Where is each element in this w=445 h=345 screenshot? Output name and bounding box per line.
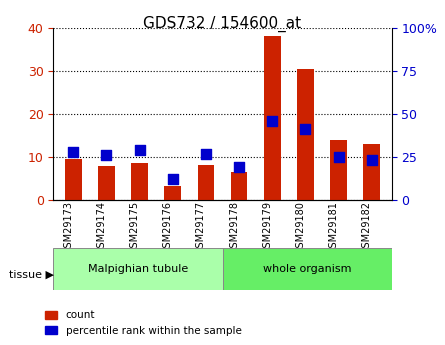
Bar	[65, 159, 81, 200]
Point	[70, 149, 77, 155]
Bar	[165, 186, 181, 200]
Text: GSM29174: GSM29174	[97, 201, 106, 254]
Bar	[198, 165, 214, 200]
Text: GSM29182: GSM29182	[362, 201, 372, 254]
Point	[202, 151, 210, 156]
Bar	[98, 167, 115, 200]
Bar	[222, 248, 392, 290]
Bar	[264, 36, 280, 200]
Text: GSM29181: GSM29181	[328, 201, 339, 254]
Bar	[231, 172, 247, 200]
Point	[335, 154, 342, 160]
Point	[302, 127, 309, 132]
Point	[235, 165, 243, 170]
Point	[269, 118, 276, 124]
Text: GSM29179: GSM29179	[262, 201, 272, 254]
Text: GSM29180: GSM29180	[295, 201, 305, 254]
Text: Malpighian tubule: Malpighian tubule	[88, 264, 188, 274]
Bar	[364, 144, 380, 200]
Text: GSM29173: GSM29173	[63, 201, 73, 254]
Point	[103, 152, 110, 158]
Text: GSM29175: GSM29175	[129, 201, 140, 254]
Text: GSM29178: GSM29178	[229, 201, 239, 254]
Text: GSM29177: GSM29177	[196, 201, 206, 254]
Bar	[297, 69, 314, 200]
Point	[169, 177, 176, 182]
Text: tissue ▶: tissue ▶	[9, 269, 54, 279]
Point	[136, 147, 143, 153]
Point	[368, 158, 375, 163]
Text: whole organism: whole organism	[263, 264, 351, 274]
Text: GSM29176: GSM29176	[163, 201, 173, 254]
Text: GDS732 / 154600_at: GDS732 / 154600_at	[143, 16, 302, 32]
Bar	[53, 248, 222, 290]
Bar	[131, 164, 148, 200]
Bar	[330, 140, 347, 200]
Legend: count, percentile rank within the sample: count, percentile rank within the sample	[41, 306, 246, 340]
